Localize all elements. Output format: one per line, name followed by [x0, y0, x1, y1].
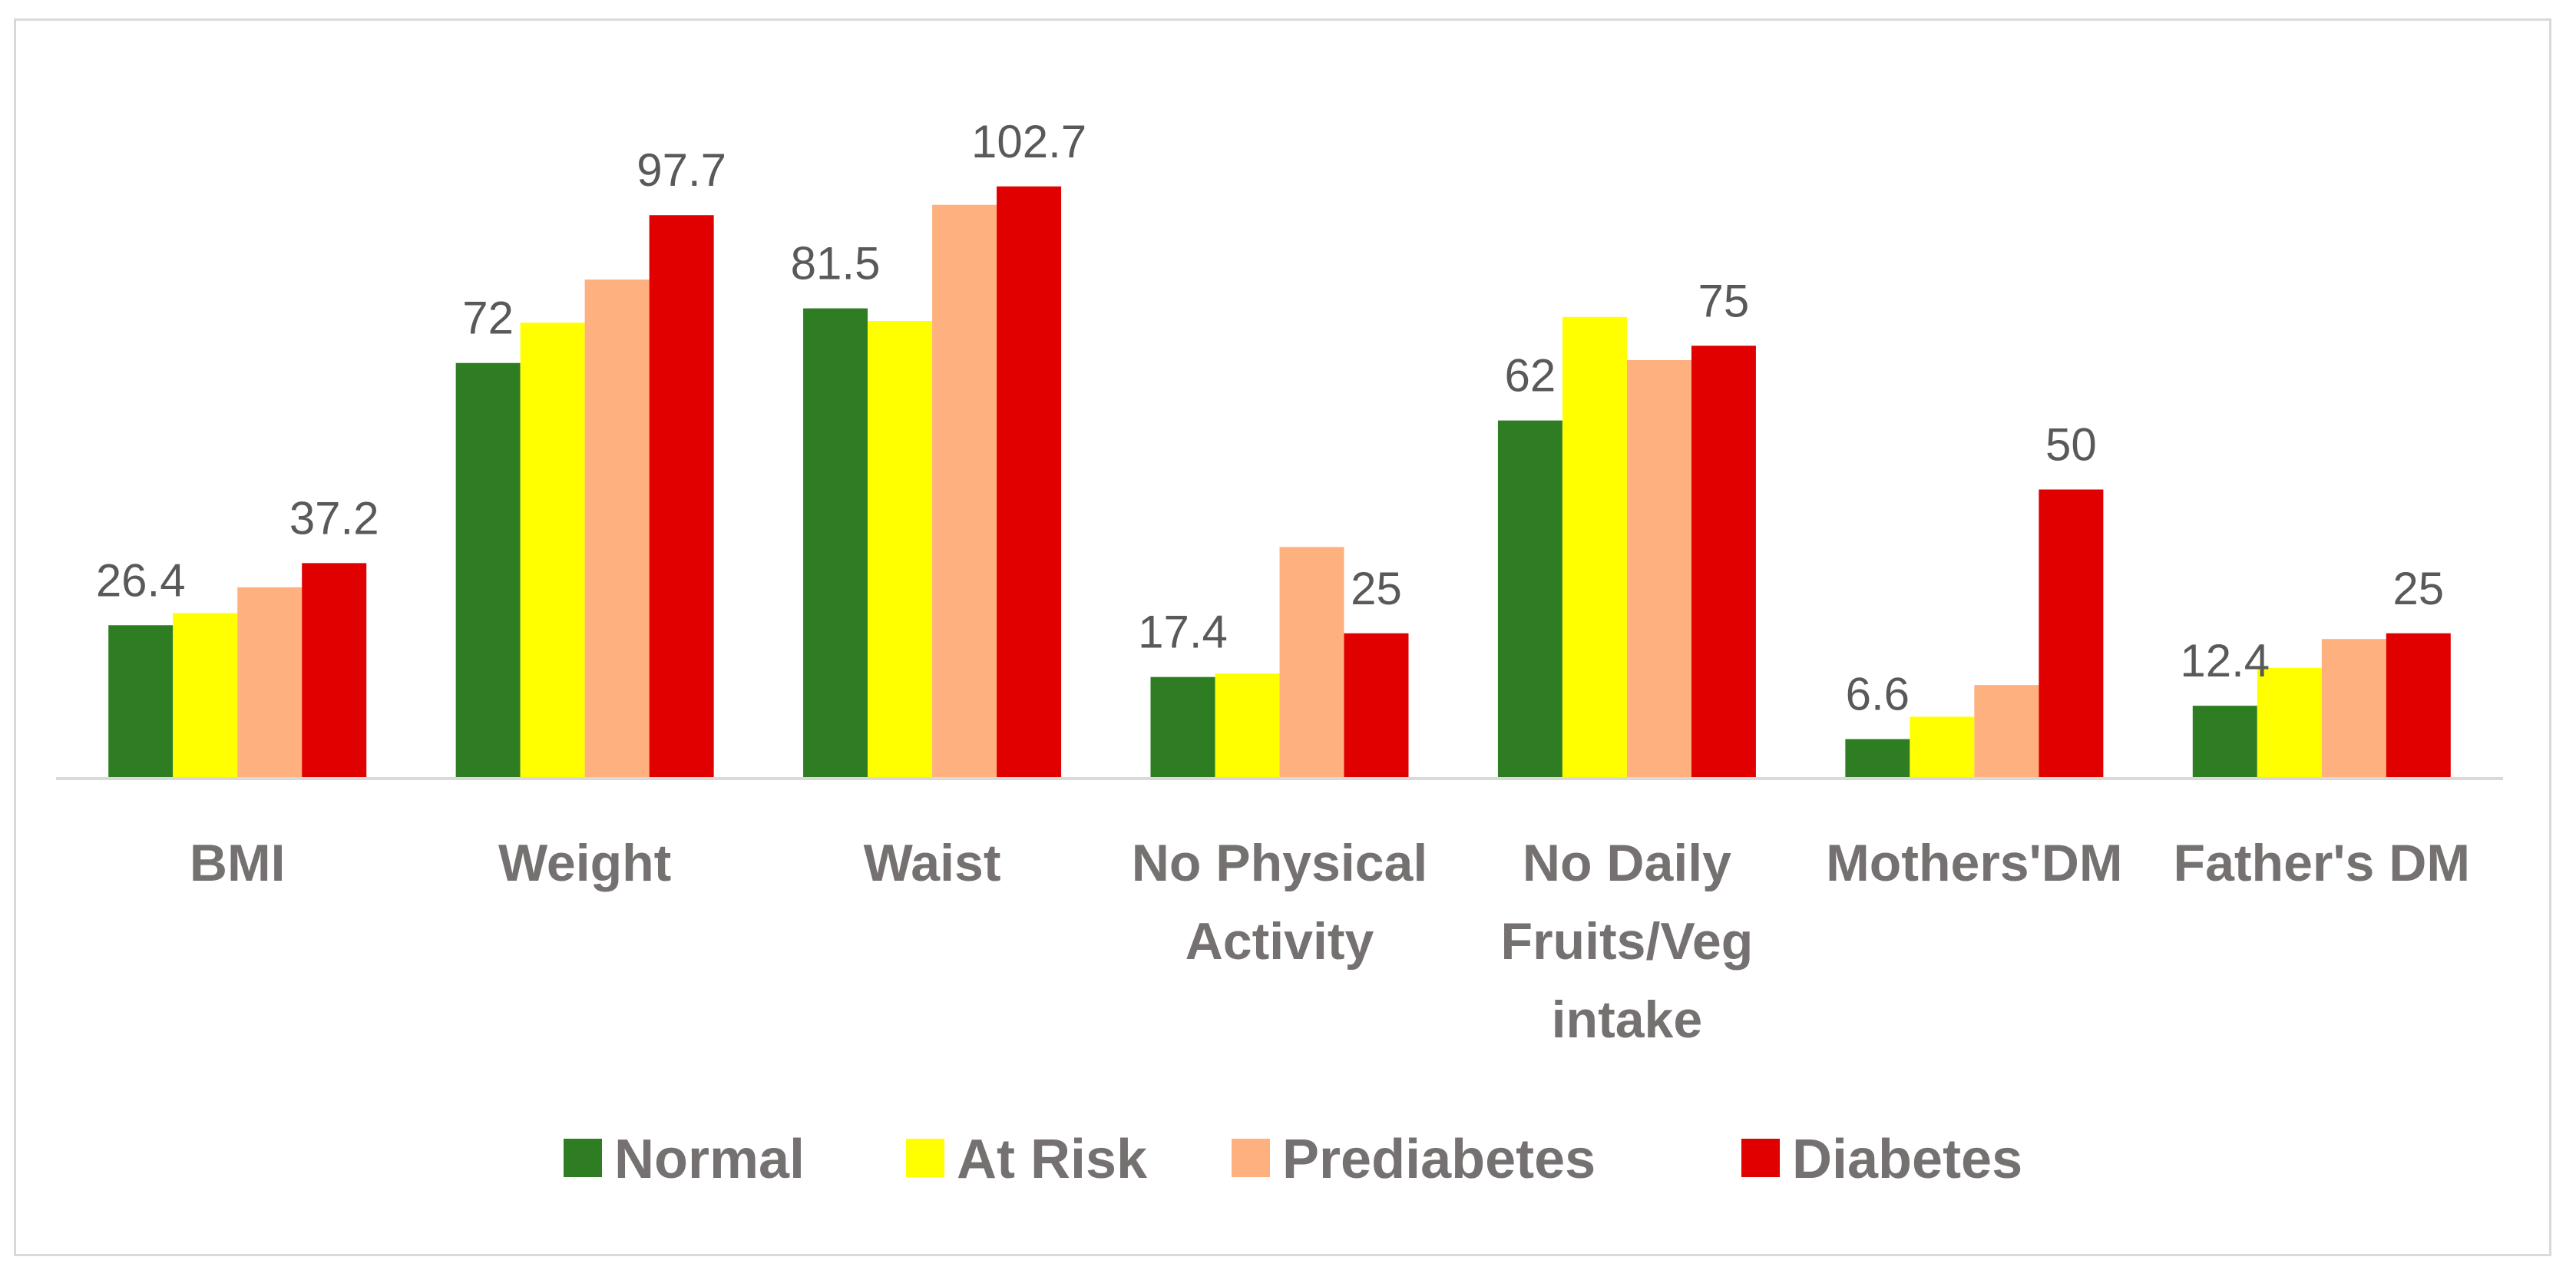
- bar-at-risk-2: [868, 321, 933, 778]
- category-label-4-line-0: No Daily: [1523, 834, 1731, 892]
- category-label-2: Waist: [864, 834, 1001, 892]
- legend-item-normal: Normal: [564, 1129, 805, 1190]
- bar-prediabetes-1: [584, 279, 650, 777]
- data-label-12: 12.4: [2180, 635, 2270, 686]
- legend-label-0: Normal: [614, 1129, 805, 1190]
- bar-normal-0: [108, 625, 174, 777]
- bar-prediabetes-0: [237, 587, 303, 777]
- legend-swatch-2: [1232, 1139, 1270, 1177]
- category-label-3-line-1: Activity: [1185, 912, 1374, 971]
- bar-prediabetes-3: [1279, 547, 1344, 777]
- legend-swatch-0: [564, 1139, 602, 1177]
- bar-prediabetes-6: [2321, 639, 2386, 777]
- bar-at-risk-5: [1910, 716, 1975, 777]
- bar-normal-5: [1845, 739, 1910, 777]
- data-label-9: 75: [1698, 275, 1750, 326]
- category-label-3-line-0: No Physical: [1132, 834, 1428, 892]
- bar-diabetes-3: [1344, 633, 1409, 777]
- legend-swatch-1: [906, 1139, 944, 1177]
- category-label-6-line-0: Father's DM: [2174, 834, 2470, 892]
- legend-item-diabetes: Diabetes: [1741, 1129, 2022, 1190]
- bar-normal-4: [1497, 420, 1562, 777]
- legend-swatch-3: [1741, 1139, 1780, 1177]
- category-label-2-line-0: Waist: [864, 834, 1001, 892]
- category-label-0-line-0: BMI: [190, 834, 286, 892]
- bar-at-risk-3: [1215, 673, 1280, 777]
- bar-diabetes-6: [2386, 633, 2451, 777]
- legend-item-prediabetes: Prediabetes: [1232, 1129, 1596, 1190]
- bar-diabetes-1: [649, 215, 714, 777]
- category-label-4-line-1: Fruits/Veg: [1501, 912, 1754, 971]
- category-label-4-line-2: intake: [1552, 991, 1703, 1049]
- bar-diabetes-0: [302, 563, 367, 777]
- data-label-6: 17.4: [1138, 607, 1228, 658]
- data-label-1: 37.2: [289, 492, 379, 544]
- legend-item-at-risk: At Risk: [906, 1129, 1148, 1190]
- bar-normal-2: [803, 308, 868, 777]
- category-label-3: No Physical Activity: [1132, 834, 1428, 971]
- bar-at-risk-4: [1562, 316, 1627, 777]
- data-label-0: 26.4: [96, 554, 186, 606]
- legend: Normal At Risk Prediabetes Diabetes: [564, 1129, 2022, 1190]
- bar-prediabetes-2: [932, 204, 997, 777]
- category-label-5-line-0: Mothers'DM: [1826, 834, 2122, 892]
- data-label-5: 102.7: [971, 116, 1086, 167]
- bar-normal-3: [1150, 676, 1215, 777]
- category-label-1: Weight: [498, 834, 671, 892]
- bars-group: [108, 186, 2451, 778]
- data-label-11: 50: [2045, 419, 2097, 471]
- data-label-8: 62: [1505, 350, 1556, 402]
- legend-label-2: Prediabetes: [1282, 1129, 1596, 1190]
- bar-normal-6: [2192, 706, 2257, 777]
- category-label-6: Father's DM: [2174, 834, 2470, 892]
- bar-prediabetes-4: [1626, 359, 1691, 778]
- data-label-7: 25: [1351, 563, 1402, 614]
- bar-at-risk-0: [173, 613, 238, 777]
- data-label-2: 72: [462, 293, 514, 344]
- bar-diabetes-4: [1691, 346, 1756, 777]
- data-label-13: 25: [2392, 563, 2444, 614]
- bar-prediabetes-5: [1974, 685, 2039, 777]
- bar-at-risk-1: [520, 322, 585, 777]
- category-labels-group: BMI Weight Waist No Physical Activity No Dail…: [190, 834, 2470, 1049]
- bar-normal-1: [455, 362, 521, 778]
- data-labels-group: 26.4 37.2 72 97.7 81.5 102.7 17.4 25 62 75 6.6 50 12…: [96, 116, 2444, 720]
- bar-at-risk-6: [2257, 667, 2322, 777]
- category-label-5: Mothers'DM: [1826, 834, 2122, 892]
- data-label-4: 81.5: [791, 238, 881, 289]
- category-label-1-line-0: Weight: [498, 834, 671, 892]
- legend-label-3: Diabetes: [1792, 1129, 2022, 1190]
- category-label-4: No Daily Fruits/Veg intake: [1501, 834, 1754, 1049]
- category-label-0: BMI: [190, 834, 286, 892]
- data-label-3: 97.7: [637, 144, 726, 196]
- bar-diabetes-2: [997, 186, 1062, 778]
- data-label-10: 6.6: [1846, 669, 1910, 720]
- legend-label-1: At Risk: [957, 1129, 1148, 1190]
- bar-diabetes-5: [2039, 489, 2104, 777]
